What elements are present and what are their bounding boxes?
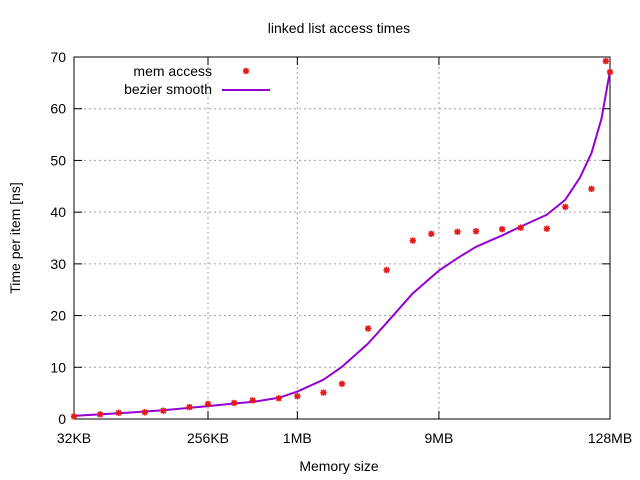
plot-frame: [73, 56, 611, 420]
legend-marker-mem-access: [242, 67, 250, 75]
y-tick-label: 10: [50, 359, 66, 375]
data-point: [115, 409, 122, 416]
data-point: [275, 395, 282, 402]
data-point: [454, 228, 461, 235]
axis-frame: [73, 56, 611, 420]
y-axis-label: Time per item [ns]: [7, 182, 23, 294]
legend-label-mem-access: mem access: [133, 63, 212, 79]
y-axis-ticks: 0 10 20 30 40 50 60 70: [50, 49, 610, 427]
legend: mem access bezier smooth: [124, 63, 270, 97]
y-tick-label: 50: [50, 152, 66, 168]
y-tick-label: 70: [50, 49, 66, 65]
x-tick-label: 128MB: [588, 430, 632, 446]
x-tick-label: 32KB: [57, 430, 91, 446]
data-point: [602, 57, 610, 65]
data-series: [70, 57, 614, 420]
y-tick-label: 0: [58, 411, 66, 427]
data-point: [498, 226, 506, 233]
data-point: [562, 203, 569, 211]
series-line-bezier-smooth: [73, 70, 611, 417]
data-point: [160, 407, 167, 414]
legend-star: [242, 67, 250, 75]
data-point: [70, 413, 78, 420]
data-point: [472, 228, 480, 235]
data-point: [204, 400, 212, 408]
data-point: [338, 380, 346, 388]
data-point: [428, 230, 435, 238]
data-point: [588, 185, 595, 193]
grid-lines: [74, 57, 610, 419]
data-point: [186, 403, 193, 411]
data-point: [294, 393, 301, 400]
y-tick-label: 60: [50, 101, 66, 117]
data-point: [606, 68, 614, 76]
data-point: [96, 411, 104, 418]
x-tick-label: 256KB: [187, 430, 229, 446]
y-tick-label: 40: [50, 204, 66, 220]
x-tick-label: 1MB: [283, 430, 312, 446]
data-point: [517, 224, 524, 231]
series-points-mem-access: [70, 57, 614, 420]
chart-title: linked list access times: [268, 20, 410, 36]
data-point: [364, 325, 372, 332]
data-point: [543, 225, 550, 232]
x-tick-label: 9MB: [425, 430, 454, 446]
x-axis-ticks: 32KB 256KB 1MB 9MB 128MB: [57, 57, 632, 446]
y-tick-label: 20: [50, 308, 66, 324]
data-point: [230, 399, 238, 407]
data-point: [320, 389, 327, 396]
data-point: [409, 237, 416, 244]
data-point: [141, 409, 148, 416]
data-point: [383, 266, 390, 274]
data-point: [249, 397, 256, 404]
x-axis-label: Memory size: [299, 458, 379, 474]
y-tick-label: 30: [50, 256, 66, 272]
legend-label-bezier-smooth: bezier smooth: [124, 81, 212, 97]
